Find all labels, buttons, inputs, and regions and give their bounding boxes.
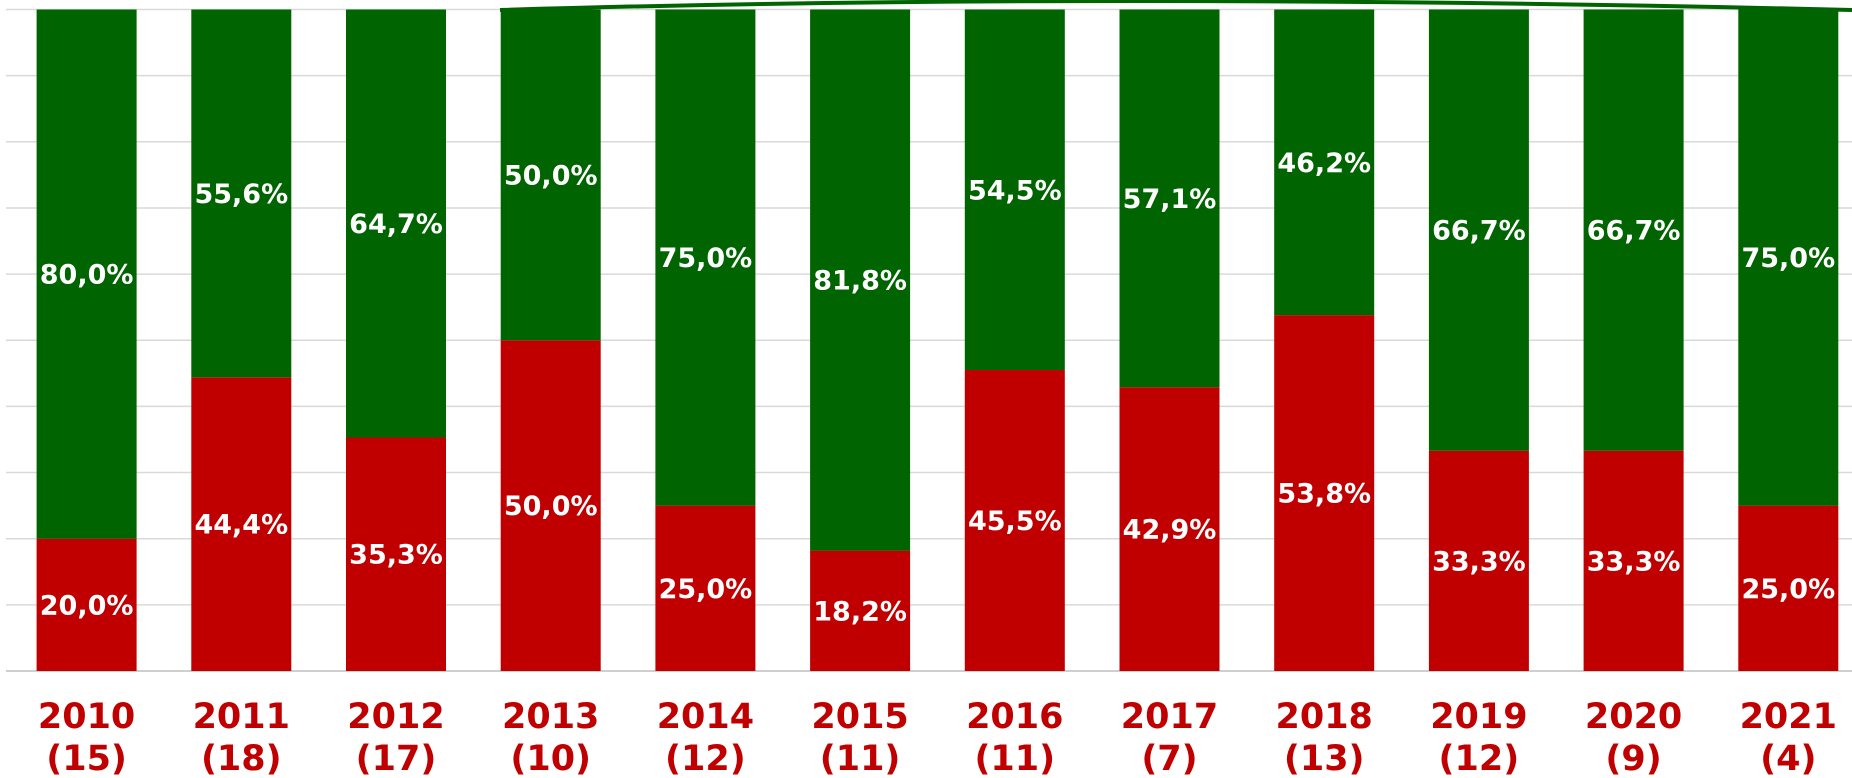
- bars: 20,0% 80,0% 2010(15) 44,4% 55,6% 2011(18) 35,3…: [36, 9, 1839, 778]
- bar-segment: [500, 340, 601, 671]
- value-label: 25,0%: [1741, 574, 1835, 605]
- value-label: 81,8%: [813, 266, 907, 297]
- bar-segment: [36, 538, 137, 671]
- value-label: 46,2%: [1277, 148, 1371, 179]
- value-label: 66,7%: [1587, 216, 1681, 247]
- bar-segment: [346, 437, 446, 671]
- value-label: 54,5%: [968, 175, 1062, 206]
- bar-segment: [500, 9, 601, 341]
- x-tick-label: (13): [1284, 739, 1365, 778]
- x-tick-label: 2018: [1275, 697, 1372, 737]
- bar-segment: [810, 9, 911, 551]
- decorative-arc: [499, 0, 1852, 12]
- x-tick-label: (4): [1760, 739, 1816, 778]
- x-tick-label: (11): [820, 739, 901, 778]
- value-label: 33,3%: [1432, 546, 1526, 577]
- value-label: 33,3%: [1587, 546, 1681, 577]
- bar-segment: [1583, 450, 1684, 671]
- value-label: 55,6%: [194, 179, 288, 210]
- value-label: 42,9%: [1123, 515, 1217, 546]
- x-tick-label: (12): [665, 739, 746, 778]
- x-tick-label: 2010: [38, 697, 135, 737]
- bar-segment: [1738, 9, 1839, 506]
- x-tick-label: 2016: [966, 697, 1063, 737]
- bar-segment: [964, 9, 1065, 371]
- x-tick-label: 2015: [811, 697, 908, 737]
- value-label: 18,2%: [813, 596, 907, 627]
- value-label: 75,0%: [1741, 243, 1835, 274]
- bar-segment: [191, 9, 292, 378]
- value-label: 44,4%: [194, 510, 288, 541]
- bar-segment: [655, 505, 756, 671]
- value-label: 66,7%: [1432, 216, 1526, 247]
- x-tick-label: (18): [201, 739, 282, 778]
- bar-segment: [191, 377, 292, 671]
- x-tick-label: (17): [356, 739, 437, 778]
- grid: [6, 8, 1852, 672]
- bar-segment: [1738, 505, 1839, 671]
- value-label: 45,5%: [968, 506, 1062, 537]
- value-label: 64,7%: [349, 209, 443, 240]
- value-label: 20,0%: [40, 590, 134, 621]
- bar-segment: [1583, 9, 1684, 451]
- bar-segment: [655, 9, 756, 506]
- x-tick-label: 2014: [657, 697, 754, 737]
- x-tick-label: (7): [1141, 739, 1197, 778]
- x-tick-label: (11): [974, 739, 1055, 778]
- x-tick-label: 2017: [1121, 697, 1218, 737]
- bar-segment: [1428, 9, 1529, 451]
- bar-segment: [36, 9, 137, 539]
- x-tick-label: 2012: [347, 697, 444, 737]
- x-tick-label: 2020: [1585, 697, 1682, 737]
- value-label: 25,0%: [659, 574, 753, 605]
- x-tick-label: 2019: [1430, 697, 1527, 737]
- bar-segment: [810, 550, 911, 671]
- value-label: 53,8%: [1277, 479, 1371, 510]
- x-tick-label: (10): [510, 739, 591, 778]
- value-label: 57,1%: [1123, 184, 1217, 215]
- x-tick-label: (9): [1605, 739, 1661, 778]
- value-label: 50,0%: [504, 160, 598, 191]
- bar-segment: [964, 370, 1065, 671]
- x-tick-label: (15): [46, 739, 127, 778]
- bar-segment: [346, 9, 446, 438]
- bar-segment: [1119, 387, 1220, 671]
- x-tick-label: 2011: [193, 697, 290, 737]
- x-tick-label: (12): [1439, 739, 1520, 778]
- value-label: 50,0%: [504, 491, 598, 522]
- bar-segment: [1274, 315, 1375, 671]
- bar-segment: [1274, 9, 1375, 316]
- value-label: 75,0%: [659, 243, 753, 274]
- x-tick-label: 2013: [502, 697, 599, 737]
- value-label: 80,0%: [40, 260, 134, 291]
- bar-segment: [1119, 9, 1220, 388]
- value-label: 35,3%: [349, 540, 443, 571]
- x-tick-label: 2021: [1740, 697, 1837, 737]
- bar-segment: [1428, 450, 1529, 671]
